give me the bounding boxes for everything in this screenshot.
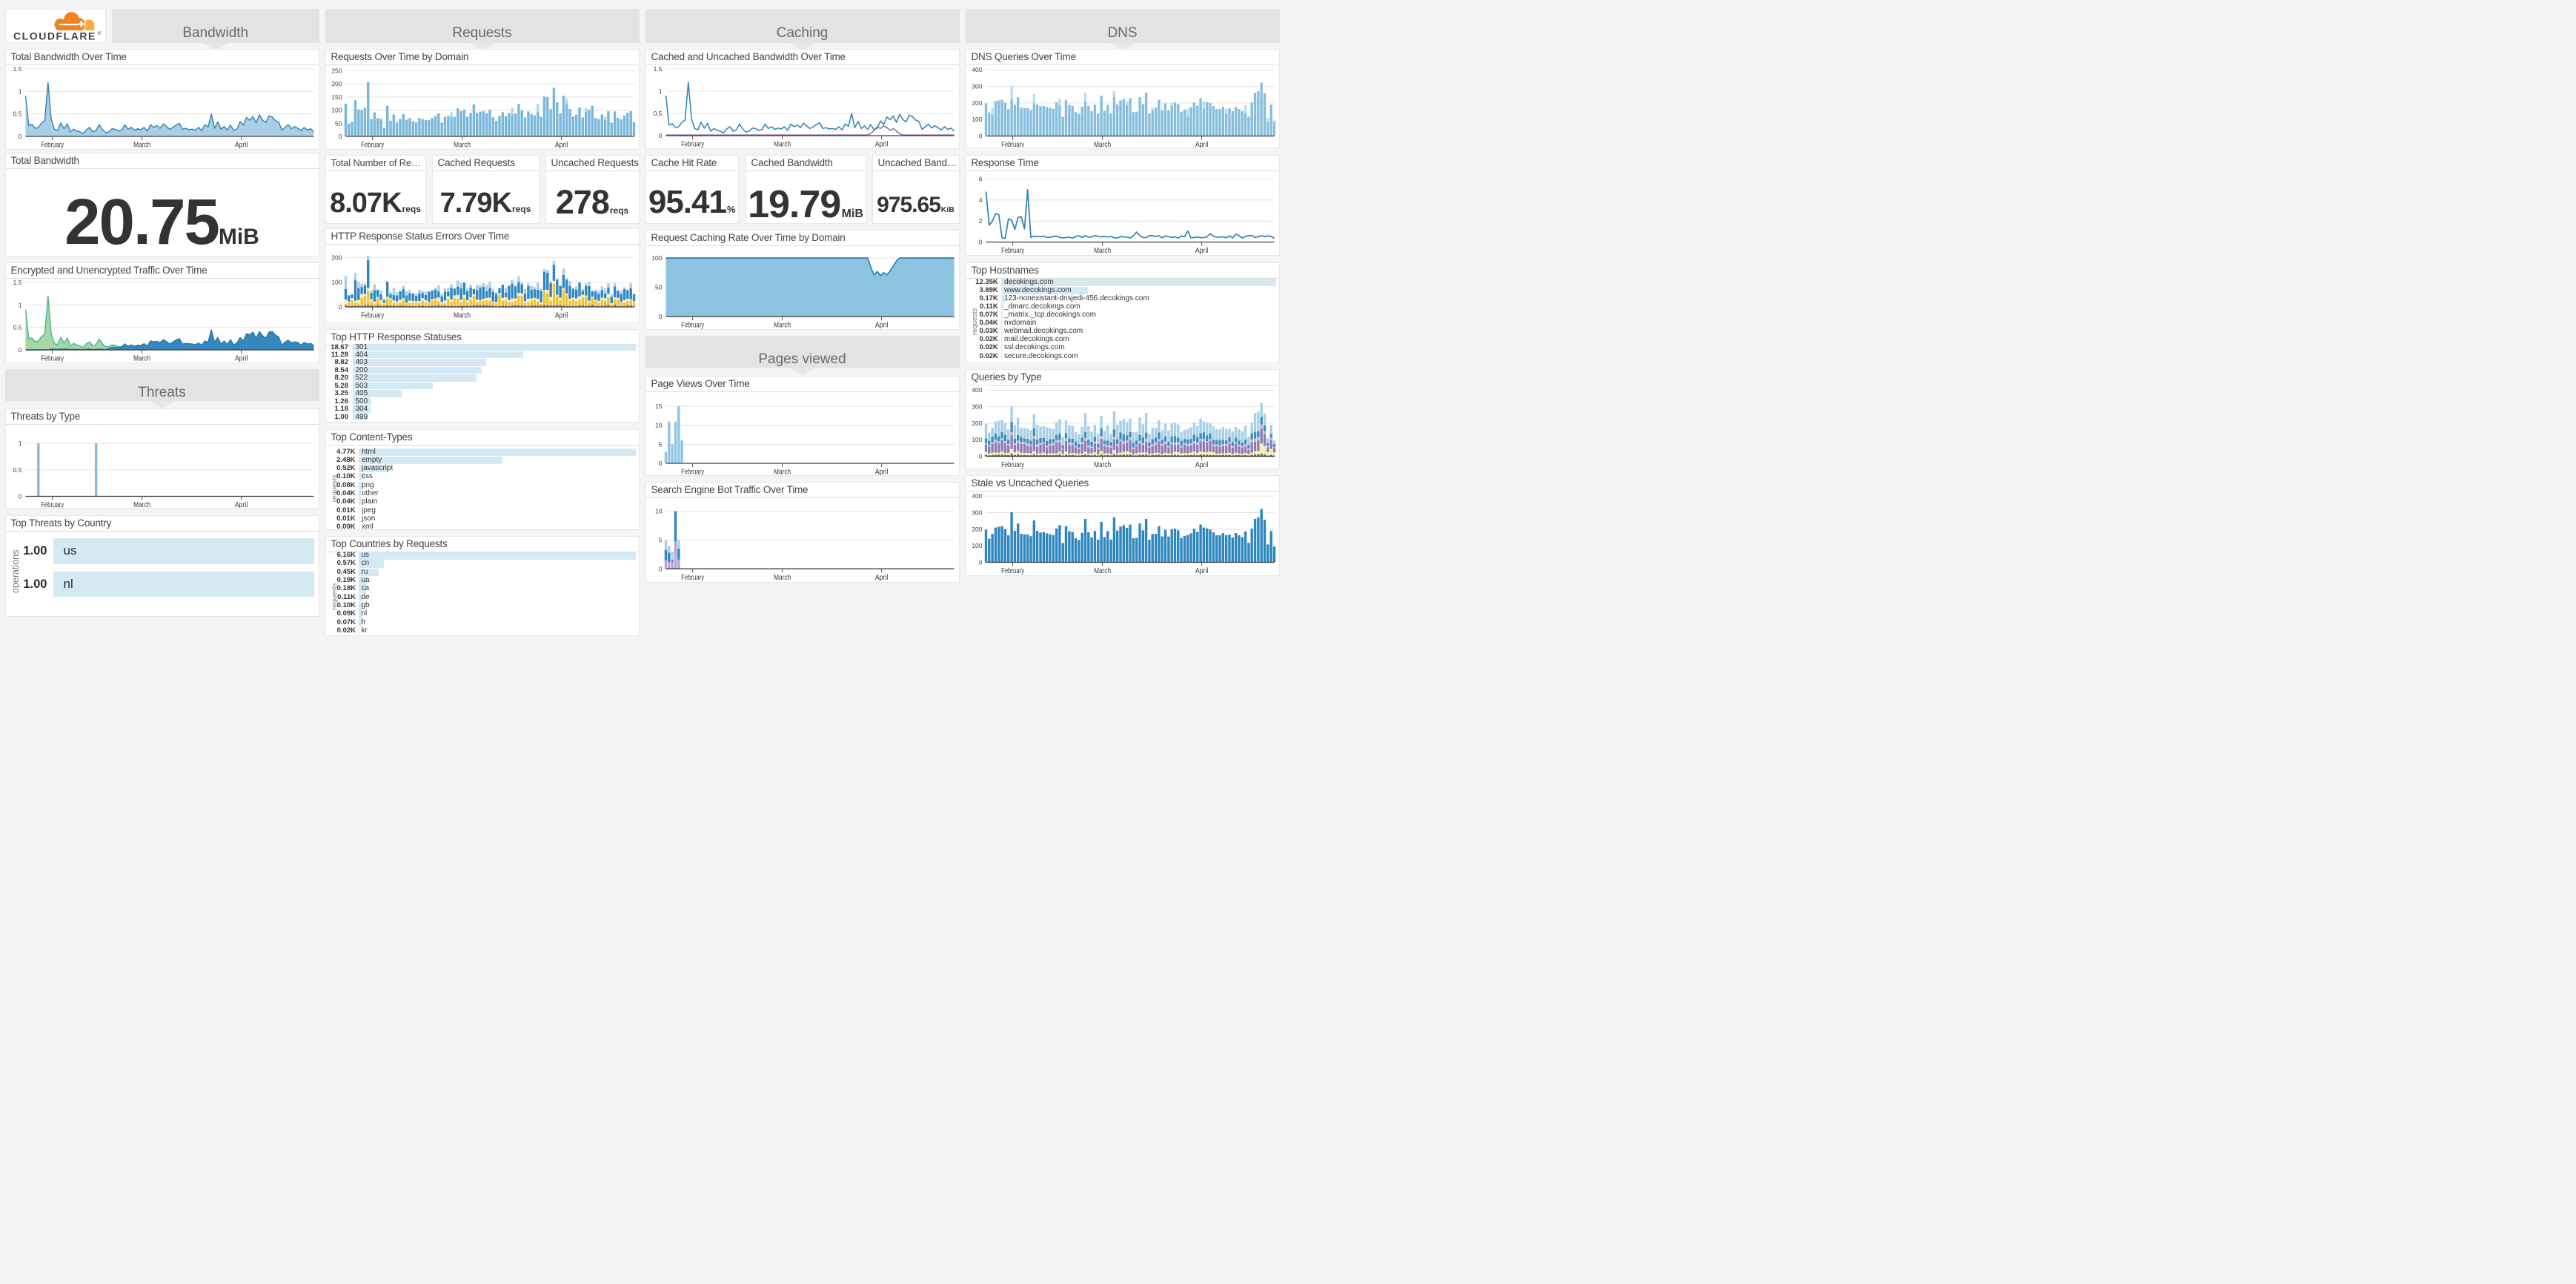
svg-text:February: February [1001, 140, 1025, 148]
svg-text:April: April [234, 354, 248, 363]
svg-text:5: 5 [658, 440, 662, 448]
svg-text:5: 5 [658, 536, 662, 543]
svg-text:March: March [133, 354, 150, 363]
svg-text:300: 300 [972, 403, 982, 411]
svg-text:March: March [774, 321, 791, 330]
svg-text:200: 200 [972, 526, 982, 533]
svg-text:0: 0 [658, 565, 662, 572]
svg-text:300: 300 [972, 509, 982, 517]
svg-text:100: 100 [331, 106, 342, 113]
svg-text:0.5: 0.5 [13, 110, 21, 117]
svg-text:March: March [774, 572, 791, 581]
svg-text:0: 0 [978, 453, 982, 460]
svg-text:March: March [1094, 566, 1111, 575]
svg-text:100: 100 [972, 116, 982, 123]
svg-text:0: 0 [978, 559, 982, 566]
svg-text:10: 10 [655, 421, 663, 428]
svg-text:15: 15 [655, 403, 663, 410]
svg-text:400: 400 [972, 492, 982, 500]
svg-text:400: 400 [972, 66, 982, 73]
svg-text:0.5: 0.5 [13, 323, 21, 331]
svg-text:®: ® [98, 31, 102, 36]
svg-text:0: 0 [658, 313, 662, 320]
svg-text:April: April [874, 321, 888, 330]
svg-text:CLOUDFLARE: CLOUDFLARE [13, 30, 96, 42]
svg-text:400: 400 [972, 386, 982, 394]
svg-text:1: 1 [658, 87, 662, 95]
svg-text:February: February [41, 140, 64, 149]
svg-text:150: 150 [331, 93, 342, 100]
svg-text:0.5: 0.5 [13, 466, 21, 473]
svg-text:100: 100 [331, 279, 342, 286]
svg-text:0: 0 [978, 238, 982, 245]
svg-text:0: 0 [18, 133, 21, 140]
svg-text:February: February [361, 140, 385, 149]
svg-text:February: February [1001, 460, 1025, 469]
svg-text:March: March [133, 500, 150, 509]
svg-text:0: 0 [338, 303, 342, 311]
svg-text:February: February [681, 321, 705, 330]
svg-text:February: February [681, 139, 705, 148]
svg-text:March: March [1094, 140, 1111, 148]
svg-text:1.5: 1.5 [653, 65, 662, 73]
svg-text:April: April [234, 140, 248, 149]
svg-text:April: April [1195, 140, 1208, 148]
svg-text:1: 1 [18, 87, 21, 95]
svg-text:200: 200 [331, 80, 342, 87]
svg-text:200: 200 [972, 420, 982, 427]
svg-text:0: 0 [658, 460, 662, 467]
svg-text:March: March [774, 467, 791, 476]
svg-text:200: 200 [972, 99, 982, 106]
svg-text:1.5: 1.5 [13, 65, 21, 73]
svg-text:100: 100 [972, 436, 982, 443]
svg-text:February: February [1001, 566, 1025, 575]
svg-text:April: April [874, 467, 888, 476]
svg-text:March: March [774, 139, 791, 148]
svg-text:1.5: 1.5 [13, 279, 21, 286]
svg-text:March: March [133, 140, 150, 149]
svg-text:1: 1 [18, 440, 21, 447]
svg-text:0: 0 [658, 132, 662, 139]
svg-text:1: 1 [18, 301, 21, 308]
svg-text:February: February [41, 354, 64, 363]
svg-text:200: 200 [331, 254, 342, 261]
svg-text:0: 0 [978, 132, 982, 139]
svg-text:300: 300 [972, 82, 982, 90]
svg-text:0: 0 [18, 346, 21, 354]
svg-text:March: March [1094, 246, 1111, 255]
svg-text:April: April [874, 139, 888, 148]
svg-text:February: February [681, 572, 705, 581]
svg-text:2: 2 [978, 217, 982, 225]
svg-text:April: April [554, 311, 568, 320]
svg-text:100: 100 [972, 542, 982, 549]
svg-text:0: 0 [18, 492, 21, 500]
svg-text:250: 250 [331, 67, 342, 74]
svg-text:0: 0 [338, 133, 342, 140]
svg-text:February: February [361, 311, 385, 320]
svg-text:April: April [554, 140, 568, 149]
svg-text:50: 50 [655, 284, 663, 291]
svg-text:10: 10 [655, 507, 663, 514]
svg-text:April: April [1195, 566, 1208, 575]
svg-text:February: February [1001, 246, 1025, 255]
svg-text:4: 4 [978, 196, 982, 203]
svg-text:April: April [234, 500, 248, 509]
svg-text:April: April [874, 572, 888, 581]
svg-text:March: March [1094, 460, 1111, 469]
svg-text:February: February [681, 467, 705, 476]
svg-text:0.5: 0.5 [653, 110, 662, 117]
svg-text:100: 100 [651, 254, 662, 262]
svg-text:February: February [41, 500, 64, 509]
svg-text:March: March [454, 311, 471, 320]
svg-text:6: 6 [978, 175, 982, 182]
svg-text:April: April [1195, 460, 1208, 469]
svg-text:April: April [1195, 246, 1208, 255]
svg-text:March: March [454, 140, 471, 149]
svg-text:50: 50 [335, 119, 342, 127]
